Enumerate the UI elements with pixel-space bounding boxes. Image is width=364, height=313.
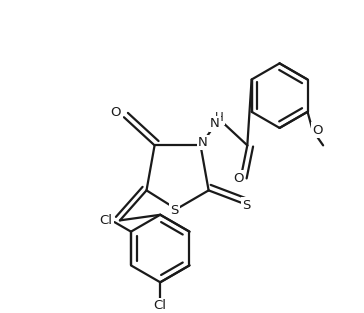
Text: N: N — [198, 136, 208, 149]
Text: S: S — [242, 199, 251, 212]
Text: Cl: Cl — [100, 214, 113, 227]
Text: N: N — [210, 117, 220, 130]
Text: Cl: Cl — [154, 299, 167, 312]
Text: O: O — [313, 124, 323, 137]
Text: O: O — [233, 172, 244, 185]
Text: O: O — [111, 106, 121, 119]
Text: S: S — [171, 203, 179, 217]
Text: H: H — [215, 111, 223, 124]
